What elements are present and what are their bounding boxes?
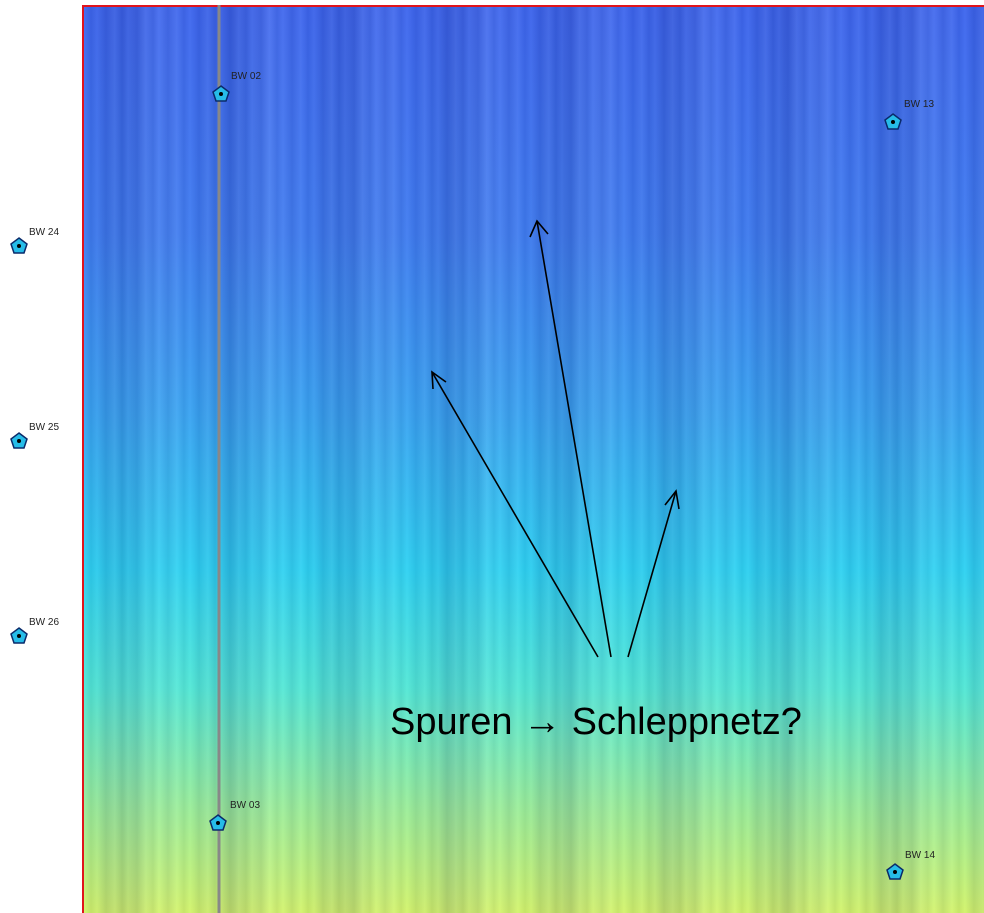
marker[interactable]: BW 26	[10, 617, 59, 644]
marker-label: BW 26	[29, 617, 59, 628]
marker[interactable]: BW 02	[212, 71, 261, 102]
marker[interactable]: BW 14	[886, 850, 935, 880]
annotation: Spuren → Schleppnetz?	[390, 701, 802, 743]
arrows	[431, 219, 680, 658]
marker-label: BW 02	[231, 71, 261, 82]
marker[interactable]: BW 24	[10, 227, 59, 254]
marker-label: BW 24	[29, 227, 59, 238]
marker-label: BW 25	[29, 422, 59, 433]
marker[interactable]: BW 25	[10, 422, 59, 449]
marker[interactable]: BW 13	[884, 99, 934, 130]
marker-label: BW 14	[905, 850, 935, 861]
marker-label: BW 03	[230, 800, 260, 811]
marker[interactable]: BW 03	[209, 800, 260, 831]
marker-label: BW 13	[904, 99, 934, 110]
sonar-map	[82, 5, 984, 913]
